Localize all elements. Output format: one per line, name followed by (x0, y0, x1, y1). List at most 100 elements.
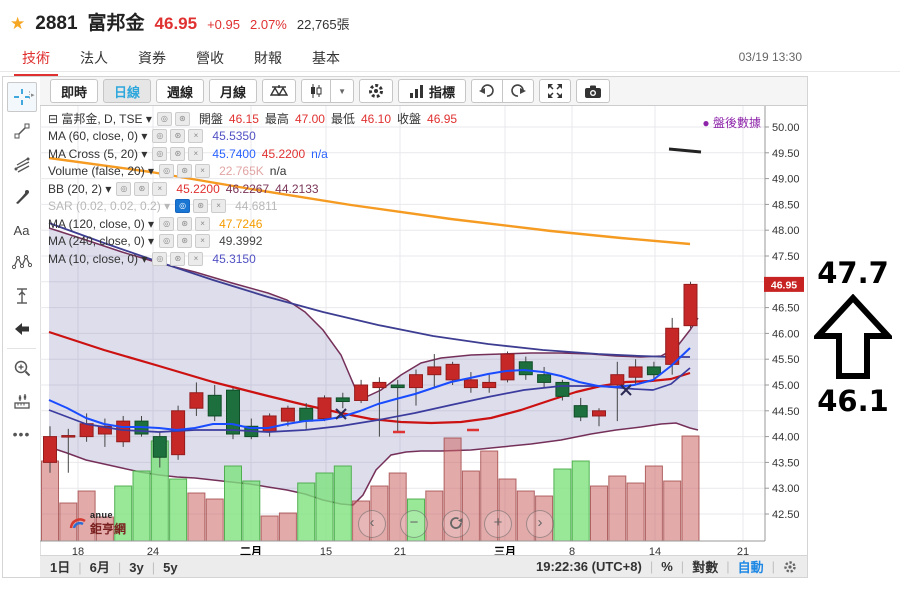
chart-widget: ▸ Aa ••• 即時 日線 週線 月線 (2, 76, 808, 578)
legend-gear-icon[interactable]: ⊛ (174, 111, 190, 126)
chevron-right-icon[interactable]: ▸ (28, 91, 35, 99)
tab-1[interactable]: 技術 (14, 44, 58, 76)
legend-gear-icon[interactable]: ⊛ (193, 199, 209, 214)
legend-close-icon[interactable]: × (188, 251, 204, 266)
bar-chart-icon (409, 85, 423, 98)
zoom-out-button[interactable]: − (400, 510, 428, 538)
legend-eye-icon[interactable]: ◎ (159, 234, 175, 249)
legend-close-icon[interactable]: × (188, 146, 204, 161)
legend-close-icon[interactable]: × (195, 216, 211, 231)
svg-text:二月: 二月 (240, 545, 262, 557)
quote-datetime: 03/19 13:30 (738, 50, 802, 64)
legend-close-icon[interactable]: × (211, 199, 227, 214)
tool-back-arrow[interactable] (8, 315, 36, 343)
legend-eye-icon[interactable]: ◎ (159, 164, 175, 179)
tool-xabcd-pattern[interactable] (8, 249, 36, 277)
tab-2[interactable]: 法人 (80, 50, 108, 66)
stock-code: 2881 (35, 13, 78, 34)
range-link[interactable]: 1日 (50, 560, 71, 575)
tool-text[interactable]: Aa (13, 222, 30, 238)
legend-eye-icon[interactable]: ◎ (175, 199, 191, 214)
legend-eye-icon[interactable]: ◎ (152, 251, 168, 266)
volume-shares: 22,765張 (296, 17, 350, 32)
tool-more[interactable]: ••• (12, 426, 31, 442)
legend-eye-icon[interactable]: ◎ (156, 111, 172, 126)
tool-brush[interactable] (8, 183, 36, 211)
svg-text:48.00: 48.00 (772, 225, 800, 237)
legend-close-icon[interactable]: × (195, 164, 211, 179)
legend-close-icon[interactable]: × (195, 234, 211, 249)
camera-snapshot-button[interactable] (576, 79, 610, 103)
svg-text:24: 24 (147, 546, 159, 557)
legend-close-icon[interactable]: × (188, 129, 204, 144)
timeframe-button[interactable]: 週線 (156, 79, 205, 103)
range-link[interactable]: 3y (129, 560, 144, 575)
legend-gear-icon[interactable]: ⊛ (177, 216, 193, 231)
legend-eye-icon[interactable]: ◎ (152, 129, 168, 144)
legend-gear-icon[interactable]: ⊛ (177, 164, 193, 179)
scroll-right-button[interactable]: › (526, 510, 554, 538)
svg-text:49.50: 49.50 (772, 148, 800, 160)
auto-scale-toggle[interactable]: 自動 (737, 560, 764, 575)
legend-gear-icon[interactable]: ⊛ (170, 129, 186, 144)
scroll-left-button[interactable]: ‹ (358, 510, 386, 538)
style-dropdown-button[interactable]: ▼ (330, 79, 354, 103)
fullscreen-button[interactable] (539, 79, 571, 103)
undo-button[interactable] (471, 79, 502, 103)
indicators-button[interactable]: 指標 (397, 79, 466, 103)
tool-trend-line[interactable] (8, 117, 36, 145)
tab-6[interactable]: 基本 (312, 50, 340, 66)
svg-text:8: 8 (569, 546, 575, 557)
timeframe-button[interactable]: 日線 (103, 79, 152, 103)
stock-name: 富邦金 (87, 13, 145, 34)
chart-toolbar: 即時 日線 週線 月線 ▼ 指標 (40, 77, 807, 106)
legend-close-icon[interactable]: × (152, 181, 168, 196)
axis-settings-gear-icon[interactable] (783, 560, 797, 574)
anue-logo-icon (69, 518, 86, 529)
candlestick-chart-canvas[interactable]: 50.0049.5049.0048.5048.0047.5047.0046.50… (40, 106, 809, 557)
timeframe-button[interactable]: 即時 (50, 79, 99, 103)
tool-zoom-in[interactable] (8, 354, 36, 382)
price-chart[interactable]: 50.0049.5049.0048.5048.0047.5047.0046.50… (40, 106, 809, 557)
redo-button[interactable] (502, 79, 534, 103)
clock: 19:22:36 (UTC+8) (535, 559, 642, 574)
tool-ruler[interactable] (8, 387, 36, 415)
range-link[interactable]: 6月 (89, 560, 110, 575)
tool-vertical-measure[interactable] (8, 282, 36, 310)
chart-bottom-bar: 1日 | 6月 | 3y | 5y 19:22:36 (UTC+8) | % | 對數 | … (40, 555, 807, 577)
tool-crosshair[interactable]: ▸ (6, 82, 37, 112)
legend-eye-icon[interactable]: ◎ (152, 146, 168, 161)
timeframe-button[interactable]: 月線 (209, 79, 258, 103)
legend-gear-icon[interactable]: ⊛ (177, 234, 193, 249)
annotation-high-value: 47.7 (817, 256, 889, 290)
tab-5[interactable]: 財報 (254, 50, 282, 66)
legend-gear-icon[interactable]: ⊛ (134, 181, 150, 196)
candle-style-button[interactable] (301, 79, 331, 103)
settings-gear-button[interactable] (358, 79, 393, 103)
favorite-star-icon[interactable]: ★ (10, 14, 26, 33)
last-price: 46.95 (154, 14, 198, 33)
reset-view-button[interactable] (442, 510, 470, 538)
legend-gear-icon[interactable]: ⊛ (170, 146, 186, 161)
legend-gear-icon[interactable]: ⊛ (170, 251, 186, 266)
tab-4[interactable]: 營收 (196, 50, 224, 66)
watermark-logo: anue 鉅亨網 (68, 508, 158, 540)
legend-eye-icon[interactable]: ◎ (159, 216, 175, 231)
legend-eye-icon[interactable]: ◎ (116, 181, 132, 196)
svg-text:42.50: 42.50 (772, 509, 800, 521)
svg-text:43.50: 43.50 (772, 457, 800, 469)
svg-text:21: 21 (737, 546, 749, 557)
svg-text:43.00: 43.00 (772, 483, 800, 495)
range-link[interactable]: 5y (163, 560, 178, 575)
svg-text:14: 14 (649, 546, 661, 557)
target-annotation: 47.7 46.1 (806, 256, 900, 418)
chevron-down-icon: ▼ (338, 86, 346, 96)
zoom-in-button[interactable]: + (484, 510, 512, 538)
compare-scale-button[interactable] (262, 79, 297, 103)
percent-scale-toggle[interactable]: % (661, 559, 673, 574)
tool-pitchfork[interactable] (8, 150, 36, 178)
log-scale-toggle[interactable]: 對數 (692, 560, 719, 575)
svg-text:46.50: 46.50 (772, 303, 800, 315)
svg-text:45.00: 45.00 (772, 380, 800, 392)
tab-3[interactable]: 資券 (138, 50, 166, 66)
